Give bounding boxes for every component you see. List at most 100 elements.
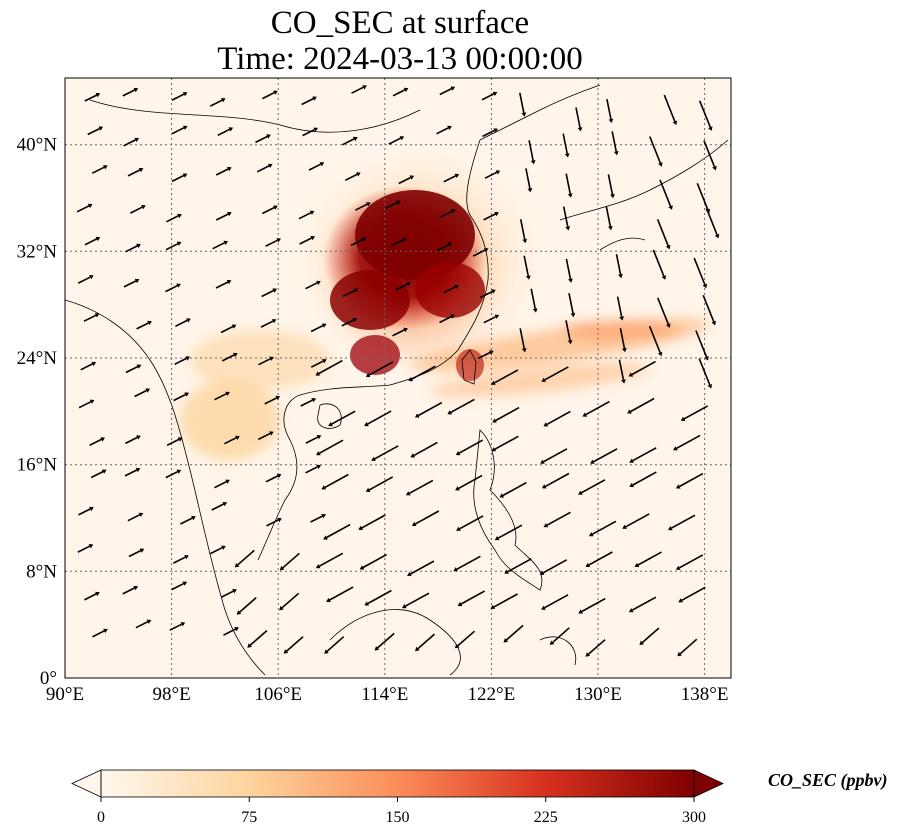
wind-arrow-head: [578, 490, 583, 495]
wind-arrow-shaft: [632, 447, 657, 462]
wind-arrow-head: [236, 610, 242, 615]
wind-arrow-head: [232, 589, 237, 594]
wind-arrow-head: [455, 451, 461, 456]
wind-arrow-shaft: [525, 168, 531, 189]
wind-arrow-head: [273, 205, 278, 210]
wind-arrow-shaft: [361, 514, 386, 529]
wind-arrow-shaft: [575, 107, 581, 128]
wind-arrow-shaft: [210, 546, 223, 555]
x-tick-label: 106°E: [254, 684, 302, 705]
wind-arrow-shaft: [83, 314, 97, 322]
wind-arrow-shaft: [641, 627, 660, 644]
wind-arrow-head: [283, 649, 289, 654]
wind-arrow-shaft: [439, 315, 452, 324]
wind-arrow-shaft: [693, 257, 706, 285]
colorbar-tick-label: 225: [534, 809, 558, 826]
wind-arrow-shaft: [122, 587, 135, 595]
wind-arrow-head: [483, 248, 489, 253]
wind-arrow-head: [328, 422, 333, 427]
wind-arrow-shaft: [223, 628, 236, 636]
wind-arrow-shaft: [443, 175, 456, 183]
wind-arrow-head: [321, 485, 327, 490]
wind-arrow-shaft: [631, 360, 656, 376]
wind-arrow-head: [585, 562, 591, 567]
wind-arrow-head: [494, 211, 499, 217]
wind-arrow-head: [668, 526, 673, 531]
wind-arrow-head: [316, 464, 321, 470]
wind-arrow-shaft: [214, 393, 227, 401]
wind-arrow-shaft: [544, 594, 569, 609]
wind-arrow-shaft: [310, 515, 323, 523]
wind-arrow-shaft: [301, 97, 314, 106]
wind-arrow-shaft: [300, 399, 313, 407]
wind-arrow-shaft: [495, 406, 520, 422]
wind-arrow-head: [491, 380, 496, 385]
wind-arrow-head: [521, 348, 527, 353]
wind-arrow-head: [567, 339, 573, 345]
wind-arrow-head: [415, 646, 420, 652]
wind-arrow-head: [182, 581, 188, 586]
wind-arrow-shaft: [460, 590, 485, 605]
wind-arrow-shaft: [698, 358, 711, 386]
gridlines: [65, 78, 731, 678]
wind-arrow-shaft: [165, 243, 179, 251]
wind-arrow-head: [98, 126, 104, 131]
wind-arrow-head: [666, 323, 671, 328]
wind-arrow-head: [324, 649, 329, 654]
wind-arrow-shaft: [125, 365, 139, 374]
wind-arrow-head: [570, 312, 576, 318]
wind-arrow-head: [668, 205, 673, 210]
wind-arrow-head: [403, 87, 409, 92]
wind-arrow-head: [657, 351, 663, 357]
wind-arrow-head: [88, 544, 94, 549]
y-tick-label: 16°N: [17, 455, 58, 476]
wind-arrow-head: [503, 638, 509, 643]
wind-arrow-head: [364, 421, 369, 427]
wind-arrow-shaft: [679, 554, 704, 569]
wind-arrow-shaft: [77, 545, 91, 553]
wind-arrow-head: [621, 379, 626, 384]
wind-arrow-head: [309, 210, 315, 215]
wind-arrow-shaft: [262, 91, 275, 100]
wind-arrow-shaft: [171, 93, 185, 101]
wind-arrow-head: [275, 395, 281, 401]
wind-arrow-shaft: [479, 290, 493, 299]
wind-arrow-head: [405, 491, 411, 496]
wind-arrow-shaft: [281, 592, 300, 609]
wind-arrow-shaft: [544, 366, 569, 381]
wind-arrow-head: [680, 416, 686, 421]
wind-arrow-head: [530, 160, 536, 165]
wind-arrow-shaft: [299, 237, 312, 245]
wind-arrow-shaft: [209, 99, 223, 107]
wind-arrow-shaft: [605, 206, 612, 227]
wind-arrow-head: [136, 435, 141, 440]
wind-arrow-head: [521, 112, 527, 117]
wind-arrow-head: [619, 316, 624, 321]
wind-arrow-shaft: [368, 476, 394, 491]
wind-arrow-head: [147, 320, 152, 326]
wind-arrow-head: [277, 517, 282, 523]
wind-arrow-head: [447, 125, 452, 130]
wind-arrow-head: [629, 458, 634, 463]
wind-arrow-shaft: [368, 361, 394, 376]
wind-arrow-head: [133, 585, 139, 591]
wind-arrow-head: [658, 162, 663, 167]
wind-arrow-shaft: [565, 173, 571, 194]
wind-arrow-shaft: [581, 597, 606, 613]
wind-arrow-shaft: [354, 203, 368, 211]
wind-arrow-head: [613, 151, 619, 156]
wind-arrow-head: [541, 484, 547, 489]
wind-arrow-shaft: [565, 320, 571, 341]
x-tick-label: 122°E: [468, 684, 516, 705]
wind-arrow-head: [610, 193, 615, 199]
wind-arrow-head: [101, 469, 107, 474]
wind-arrow-head: [672, 120, 678, 126]
wind-arrow-head: [704, 356, 709, 361]
wind-arrow-head: [543, 422, 549, 427]
x-tick-label: 114°E: [361, 684, 408, 705]
wind-arrow-head: [94, 313, 100, 318]
y-tick-label: 40°N: [17, 135, 58, 156]
wind-arrow-head: [549, 640, 555, 645]
wind-arrow-head: [707, 384, 712, 389]
wind-arrow-shaft: [592, 520, 617, 535]
